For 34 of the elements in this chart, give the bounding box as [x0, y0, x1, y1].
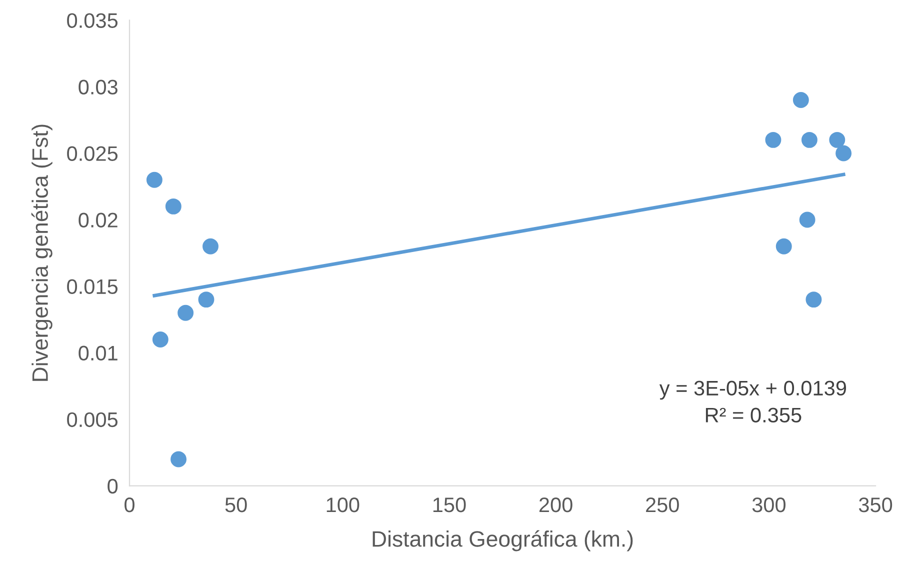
y-tick-label: 0.01 — [78, 346, 118, 361]
x-tick-label: 300 — [752, 497, 786, 512]
point — [776, 238, 792, 254]
point — [165, 198, 182, 214]
y-axis-title: Divergencia genética (Fst) — [31, 124, 52, 381]
y-tick-label: 0.035 — [67, 13, 118, 28]
annotation: y = 3E-05x + 0.0139 R² = 0.355 — [659, 380, 846, 422]
x-tick-label: 350 — [858, 497, 892, 512]
point — [829, 132, 846, 148]
point — [806, 292, 822, 308]
point — [146, 172, 162, 188]
y-tick-label: 0.005 — [67, 412, 118, 428]
point — [765, 132, 782, 148]
point — [801, 132, 818, 148]
x-tick-label: 100 — [326, 497, 360, 512]
y-tick-label: 0.015 — [67, 279, 118, 294]
y-tick-label: 0.025 — [67, 146, 118, 161]
x-tick-label: 50 — [225, 497, 247, 512]
x-tick-label: 150 — [433, 497, 466, 512]
y-tick-label: 0 — [108, 478, 118, 494]
point — [792, 92, 809, 108]
point — [198, 292, 214, 308]
y-tick-label: 0.02 — [78, 212, 118, 228]
point — [152, 332, 168, 348]
y-tick-label: 0.03 — [78, 80, 118, 94]
x-tick-label: 250 — [646, 497, 679, 512]
point — [170, 451, 187, 468]
point — [836, 145, 852, 162]
point — [178, 304, 194, 321]
point — [202, 238, 218, 254]
x-axis-title: Distancia Geográfica (km.) — [372, 530, 633, 552]
x-tick-label: 200 — [539, 497, 572, 512]
point — [799, 212, 816, 228]
x-tick-label: 0 — [124, 497, 134, 512]
